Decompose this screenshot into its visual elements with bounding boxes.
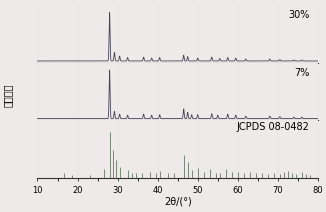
Text: 7%: 7% [294,67,309,78]
Text: 相对强度: 相对强度 [3,84,13,107]
X-axis label: 2θ/(°): 2θ/(°) [164,196,192,206]
Text: 30%: 30% [288,10,309,20]
Text: JCPDS 08-0482: JCPDS 08-0482 [237,122,309,132]
